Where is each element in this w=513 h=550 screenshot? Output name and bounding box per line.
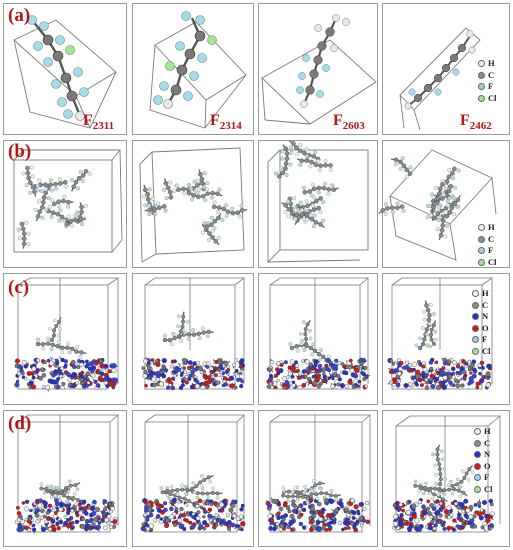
legend-row: Cl: [478, 93, 497, 105]
legend-swatch: [474, 428, 481, 436]
legend-symbol: H: [488, 222, 495, 232]
legend-b: H C F Cl: [478, 222, 497, 268]
molecule-label-2: F2314: [210, 113, 242, 132]
legend-symbol: O: [484, 460, 491, 471]
legend-symbol: Cl: [484, 483, 493, 494]
legend-symbol: N: [484, 449, 491, 459]
legend-symbol: F: [488, 81, 494, 91]
molecule-label-prefix: F: [460, 112, 470, 129]
legend-swatch: [478, 60, 485, 68]
legend-swatch: [478, 258, 485, 266]
legend-symbol: Cl: [488, 256, 497, 267]
legend-symbol: C: [488, 233, 495, 244]
legend-d: H C N O F Cl: [474, 426, 493, 495]
legend-row: Cl: [478, 257, 497, 269]
legend-swatch: [472, 313, 479, 321]
legend-swatch: [474, 439, 481, 447]
legend-c: H C N O F Cl: [472, 288, 491, 357]
molecule-label-sub: 2314: [219, 120, 242, 133]
legend-swatch: [472, 336, 479, 344]
legend-row: Cl: [472, 346, 491, 358]
legend-swatch: [472, 290, 479, 298]
panel-label-a: (a): [8, 5, 31, 26]
legend-symbol: C: [482, 299, 489, 310]
legend-row: F: [472, 334, 491, 346]
legend-symbol: F: [482, 334, 488, 344]
legend-row: C: [472, 300, 491, 312]
legend-swatch: [474, 462, 481, 470]
panel-label-d: (d): [8, 413, 32, 434]
molecule-label-3: F2603: [333, 113, 365, 132]
legend-swatch: [472, 301, 479, 309]
molecule-label-sub: 2311: [92, 120, 115, 133]
legend-symbol: C: [484, 437, 491, 448]
legend-row: F: [478, 81, 497, 93]
legend-row: H: [478, 58, 497, 70]
legend-symbol: H: [482, 288, 489, 298]
legend-symbol: H: [488, 58, 495, 68]
legend-symbol: Cl: [482, 345, 491, 356]
legend-swatch: [478, 247, 485, 255]
molecule-label-prefix: F: [210, 112, 220, 129]
legend-symbol: F: [488, 245, 494, 255]
legend-symbol: C: [488, 69, 495, 80]
legend-symbol: O: [482, 322, 489, 333]
legend-swatch: [474, 474, 481, 482]
legend-swatch: [478, 94, 485, 102]
legend-row: O: [474, 461, 493, 473]
legend-row: H: [478, 222, 497, 234]
legend-swatch: [478, 224, 485, 232]
legend-row: C: [474, 438, 493, 450]
legend-row: F: [478, 245, 497, 257]
molecule-label-sub: 2462: [469, 120, 492, 133]
legend-row: O: [472, 323, 491, 335]
legend-symbol: F: [484, 472, 490, 482]
molecule-label-4: F2462: [460, 113, 492, 132]
legend-row: C: [478, 70, 497, 82]
legend-row: N: [472, 311, 491, 323]
panel-a2: [132, 3, 254, 135]
legend-swatch: [478, 71, 485, 79]
legend-symbol: H: [484, 426, 491, 436]
molecule-label-prefix: F: [83, 112, 93, 129]
panel-label-c: (c): [8, 277, 30, 298]
panel-b4: [382, 140, 510, 268]
legend-symbol: N: [482, 311, 489, 321]
panel-label-b: (b): [8, 141, 32, 162]
molecule-label-1: F2311: [83, 113, 114, 132]
legend-swatch: [472, 347, 479, 355]
legend-swatch: [478, 83, 485, 91]
legend-row: N: [474, 449, 493, 461]
legend-row: Cl: [474, 484, 493, 496]
legend-swatch: [474, 451, 481, 459]
legend-symbol: Cl: [488, 92, 497, 103]
legend-swatch: [472, 324, 479, 332]
legend-row: C: [478, 234, 497, 246]
legend-row: H: [472, 288, 491, 300]
legend-a: H C F Cl: [478, 58, 497, 104]
legend-row: H: [474, 426, 493, 438]
molecule-label-sub: 2603: [342, 120, 365, 133]
molecule-label-prefix: F: [333, 112, 343, 129]
legend-swatch: [478, 235, 485, 243]
legend-row: F: [474, 472, 493, 484]
legend-swatch: [474, 485, 481, 493]
